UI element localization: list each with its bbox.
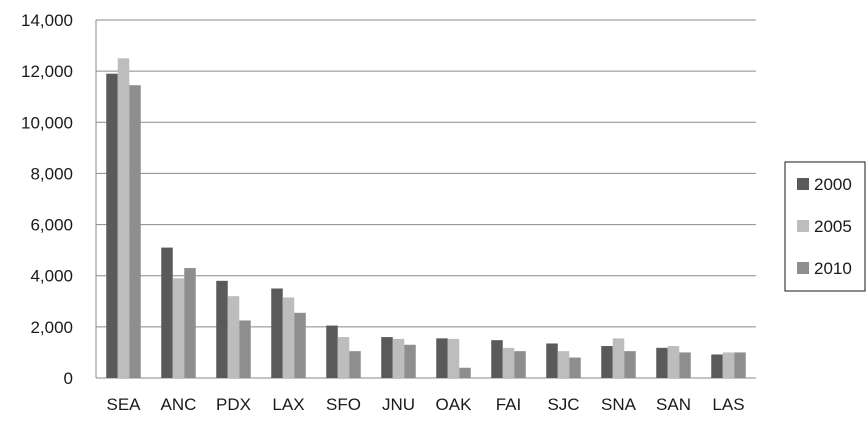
bar-sna-2010 [624,351,636,378]
bar-oak-2005 [447,338,460,378]
bars [106,58,746,378]
bar-oak-2010 [459,367,471,378]
bar-sna-2000 [601,346,613,378]
bar-las-2005 [722,352,735,378]
grid [95,19,756,379]
bar-sea-2005 [117,58,130,378]
bar-anc-2010 [184,268,196,378]
x-tick-label: LAX [272,395,304,414]
bar-pdx-2010 [239,320,251,378]
x-tick-label: SJC [547,395,579,414]
x-tick-label: ANC [161,395,197,414]
y-tick-label: 8,000 [30,164,73,183]
x-tick-label: OAK [436,395,473,414]
bar-sea-2000 [106,73,118,378]
bar-san-2005 [667,346,680,378]
x-axis: SEA ANC PDX LAX SFO JNU OAK FAI SJC SNA SAN LAS [106,395,744,414]
bar-lax-2000 [271,288,283,378]
legend-swatch-2005 [797,220,809,232]
bar-pdx-2005 [227,296,240,378]
x-tick-label: FAI [496,395,522,414]
bar-sfo-2005 [337,337,350,378]
y-tick-label: 2,000 [30,318,73,337]
bar-anc-2000 [161,247,173,378]
bar-sea-2010 [129,85,141,378]
x-tick-label: PDX [216,395,251,414]
bar-jnu-2010 [404,344,416,378]
bar-oak-2000 [436,338,448,378]
bar-jnu-2005 [392,338,405,378]
x-tick-label: SNA [601,395,637,414]
legend-label-2005: 2005 [814,217,852,236]
legend-label-2000: 2000 [814,175,852,194]
bar-las-2000 [711,354,723,378]
bar-fai-2010 [514,351,526,378]
y-tick-label: 6,000 [30,216,73,235]
y-tick-label: 12,000 [21,62,73,81]
bar-sjc-2005 [557,351,570,378]
y-tick-label: 0 [64,369,73,388]
bar-san-2000 [656,347,668,378]
x-tick-label: SAN [656,395,691,414]
y-tick-label: 10,000 [21,113,73,132]
bar-pdx-2000 [216,280,228,378]
x-tick-label: SFO [326,395,361,414]
bar-anc-2005 [172,278,185,378]
legend: 2000 2005 2010 [784,161,866,292]
bar-sjc-2000 [546,343,558,378]
bar-sna-2005 [612,338,625,378]
x-tick-label: LAS [712,395,744,414]
bar-las-2010 [734,352,746,378]
legend-label-2010: 2010 [814,259,852,278]
y-tick-label: 4,000 [30,267,73,286]
x-tick-label: SEA [106,395,141,414]
bar-sfo-2000 [326,325,338,378]
bar-fai-2000 [491,340,503,378]
y-axis-ticks: 0 2,000 4,000 6,000 8,000 10,000 12,000 14,000 [21,11,73,388]
bar-san-2010 [679,352,691,378]
bar-sjc-2010 [569,357,581,378]
bar-jnu-2000 [381,337,393,378]
bar-lax-2005 [282,297,295,378]
bar-sfo-2010 [349,351,361,378]
y-tick-label: 14,000 [21,11,73,30]
x-tick-label: JNU [382,395,415,414]
legend-swatch-2000 [797,178,809,190]
bar-lax-2010 [294,312,306,378]
legend-swatch-2010 [797,262,809,274]
bar-fai-2005 [502,347,515,378]
